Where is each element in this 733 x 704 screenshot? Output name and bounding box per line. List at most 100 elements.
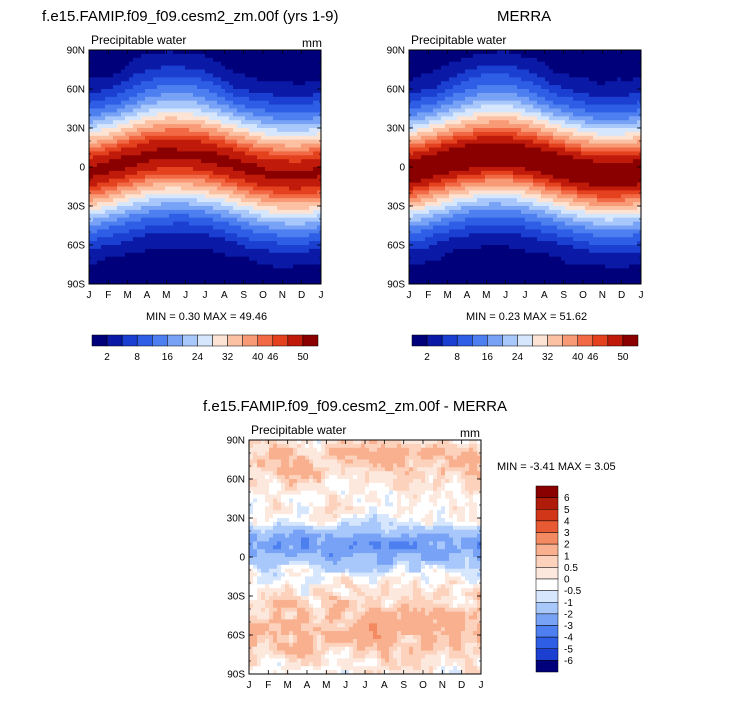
- field-cell: [473, 178, 478, 183]
- field-cell: [109, 50, 114, 55]
- field-cell: [277, 89, 282, 94]
- field-cell: [441, 280, 446, 285]
- field-cell: [97, 100, 102, 105]
- field-cell: [185, 131, 190, 137]
- field-cell: [301, 147, 306, 152]
- field-cell: [441, 77, 446, 82]
- field-cell: [433, 108, 438, 113]
- field-cell: [129, 131, 134, 137]
- field-cell: [469, 260, 474, 265]
- field-cell: [497, 245, 502, 250]
- field-cell: [477, 252, 482, 258]
- field-cell: [125, 50, 130, 55]
- field-cell: [289, 112, 294, 117]
- field-cell: [209, 92, 214, 98]
- field-cell: [449, 198, 454, 203]
- field-cell: [125, 96, 130, 102]
- panel1-xtick-label: F: [105, 290, 111, 299]
- field-cell: [421, 53, 426, 59]
- field-cell: [457, 69, 462, 74]
- field-cell: [457, 159, 462, 164]
- field-cell: [473, 245, 478, 250]
- field-cell: [261, 276, 266, 281]
- field-cell: [453, 131, 458, 137]
- field-cell: [105, 178, 110, 183]
- field-cell: [189, 229, 194, 234]
- field-cell: [161, 104, 166, 109]
- field-cell: [429, 128, 434, 133]
- field-cell: [441, 198, 446, 203]
- field-cell: [213, 190, 218, 195]
- field-cell: [449, 89, 454, 94]
- field-cell: [189, 61, 194, 66]
- field-cell: [469, 116, 474, 121]
- field-cell: [225, 221, 230, 226]
- field-cell: [177, 198, 182, 203]
- field-cell: [189, 245, 194, 250]
- field-cell: [265, 108, 270, 113]
- field-cell: [137, 174, 142, 180]
- field-cell: [221, 61, 226, 66]
- field-cell: [257, 108, 262, 113]
- field-cell: [297, 178, 302, 183]
- field-cell: [305, 167, 310, 172]
- field-cell: [277, 213, 282, 219]
- field-cell: [205, 85, 210, 90]
- field-cell: [221, 50, 226, 55]
- field-cell: [305, 237, 310, 242]
- field-cell: [197, 163, 202, 168]
- field-cell: [445, 135, 450, 141]
- field-cell: [241, 89, 246, 94]
- field-cell: [133, 151, 138, 156]
- field-cell: [257, 104, 262, 109]
- field-cell: [221, 209, 226, 215]
- field-cell: [233, 100, 238, 105]
- field-cell: [465, 272, 470, 277]
- field-cell: [505, 147, 510, 152]
- field-cell: [181, 112, 186, 117]
- field-cell: [477, 116, 482, 121]
- field-cell: [173, 116, 178, 121]
- field-cell: [141, 237, 146, 242]
- field-cell: [437, 69, 442, 74]
- field-cell: [481, 73, 486, 78]
- field-cell: [461, 260, 466, 265]
- field-cell: [269, 100, 274, 105]
- field-cell: [109, 198, 114, 203]
- field-cell: [193, 202, 198, 207]
- field-cell: [425, 147, 430, 152]
- field-cell: [453, 104, 458, 109]
- field-cell: [213, 174, 218, 180]
- field-cell: [149, 237, 154, 242]
- field-cell: [145, 221, 150, 226]
- field-cell: [421, 73, 426, 78]
- field-cell: [189, 85, 194, 90]
- field-cell: [253, 120, 258, 125]
- field-cell: [149, 167, 154, 172]
- field-cell: [237, 143, 242, 148]
- field-cell: [157, 96, 162, 102]
- field-cell: [225, 245, 230, 250]
- field-cell: [97, 96, 102, 102]
- field-cell: [301, 73, 306, 78]
- field-cell: [421, 131, 426, 137]
- field-cell: [305, 69, 310, 74]
- field-cell: [169, 163, 174, 168]
- field-cell: [433, 190, 438, 195]
- field-cell: [125, 163, 130, 168]
- field-cell: [309, 120, 314, 125]
- field-cell: [461, 128, 466, 133]
- field-cell: [285, 167, 290, 172]
- field-cell: [193, 89, 198, 94]
- field-cell: [113, 190, 118, 195]
- field-cell: [281, 104, 286, 109]
- field-cell: [113, 65, 118, 70]
- field-cell: [173, 221, 178, 226]
- field-cell: [461, 89, 466, 94]
- field-cell: [469, 276, 474, 281]
- field-cell: [229, 139, 234, 144]
- field-cell: [217, 170, 222, 176]
- field-cell: [461, 120, 466, 125]
- field-cell: [437, 96, 442, 102]
- field-cell: [505, 159, 510, 164]
